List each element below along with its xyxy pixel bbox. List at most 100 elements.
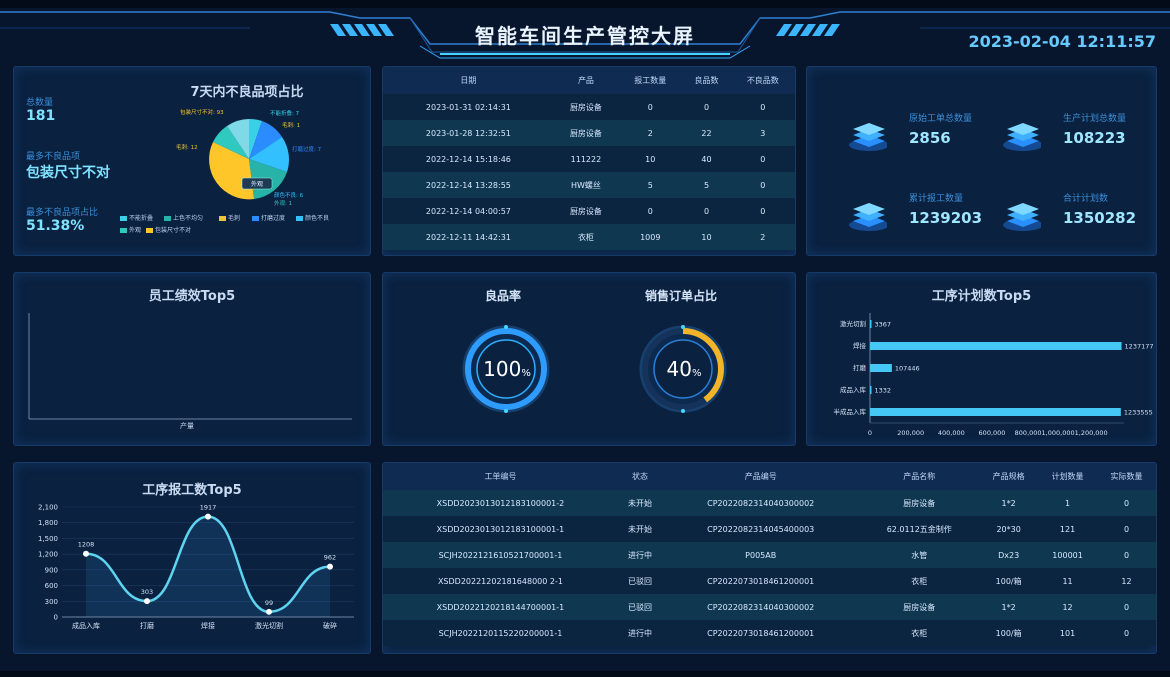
- legend-swatch: [120, 228, 127, 233]
- bar[interactable]: [870, 320, 872, 328]
- table-cell: 2022-12-14 04:00:57: [383, 198, 554, 224]
- x-tick-label: 成品入库: [72, 621, 100, 630]
- y-tick-label: 2,100: [38, 504, 58, 512]
- table-cell: CP2022082314045400003: [662, 516, 860, 542]
- table-header-cell: 良品数: [682, 67, 731, 94]
- table-cell: XSDD2023013012183100001-1: [383, 516, 618, 542]
- table-cell: XSDD2022120218144700001-1: [383, 594, 618, 620]
- top-strip: [0, 0, 1170, 8]
- kpi-value: 108223: [1063, 129, 1126, 147]
- table-row[interactable]: 2022-12-14 15:18:46 111222 10 40 0: [383, 146, 795, 172]
- bar[interactable]: [870, 386, 872, 394]
- table-row[interactable]: XSDD2022120218144700001-1 已驳回 CP2022082314…: [383, 594, 1156, 620]
- sales-gauge-arc: [642, 328, 724, 410]
- table-row[interactable]: 2023-01-31 02:14:31 厨房设备 0 0 0: [383, 94, 795, 120]
- y-tick-label: 0: [54, 614, 58, 622]
- sales-number: 40: [666, 357, 692, 381]
- table-row[interactable]: SCJH2022121610521700001-1 进行中 P005AB 水管 Dx23…: [383, 542, 1156, 568]
- legend-item[interactable]: 毛刺: [219, 213, 240, 222]
- work-orders-panel: 工单编号 状态 产品编号 产品名称 产品规格 计划数量 实际数量 XSDD202301301…: [382, 462, 1157, 654]
- table-header-cell: 计划数量: [1038, 463, 1098, 490]
- pie-tooltip: [241, 177, 273, 190]
- pie-label: 打磨过度: 7: [292, 145, 322, 153]
- legend-label: 包装尺寸不对: [155, 227, 192, 234]
- x-tick-label: 800,0001,000,0001,200,000: [1015, 429, 1108, 437]
- x-tick-label: 600,000: [979, 429, 1006, 437]
- data-point[interactable]: [266, 608, 272, 615]
- x-tick-label: 破碎: [323, 621, 337, 630]
- process-report-chart: 0 300 600 900 1,200 1,500 1,800 2,100 1208 成品入库 30…: [38, 504, 354, 630]
- data-point[interactable]: [83, 550, 89, 557]
- yield-unit: %: [521, 368, 531, 379]
- pie-label: 不能折叠: 7: [270, 109, 300, 117]
- legend-item[interactable]: 包装尺寸不对: [146, 225, 191, 234]
- data-point[interactable]: [144, 598, 150, 605]
- data-point[interactable]: [327, 563, 333, 570]
- employee-xlabel: 产量: [180, 422, 194, 430]
- pie-slice: [249, 137, 289, 172]
- legend-item[interactable]: 不能折叠: [120, 213, 153, 222]
- x-tick-label: 激光切割: [255, 621, 283, 630]
- data-label: 962: [324, 554, 336, 562]
- y-tick-label: 600: [45, 582, 58, 590]
- y-tick-label: 900: [45, 566, 58, 574]
- layers-icon: [1003, 123, 1041, 151]
- legend-item[interactable]: 打磨过度: [252, 213, 285, 222]
- table-cell: 厨房设备: [553, 94, 619, 120]
- legend-item[interactable]: 外观: [120, 225, 141, 234]
- ratio-label: 最多不良品项占比: [26, 208, 99, 218]
- table-cell: 101: [1038, 620, 1098, 646]
- gauges-panel: 良品率 销售订单占比 100% 40%: [382, 272, 796, 446]
- bottom-strip: [0, 671, 1170, 677]
- table-header-cell: 状态: [617, 463, 663, 490]
- table-header-cell: 日期: [383, 67, 554, 94]
- table-row[interactable]: XSDD20221202181648000 2-1 已驳回 CP2022073018…: [383, 568, 1156, 594]
- table-cell: SCJH2022121610521700001-1: [383, 542, 618, 568]
- data-label: 1917: [200, 504, 217, 512]
- y-tick-label: 打磨: [853, 363, 867, 372]
- table-cell: 100/箱: [979, 620, 1039, 646]
- legend-item[interactable]: 颜色不良: [296, 213, 329, 222]
- table-cell: 0: [682, 198, 731, 224]
- bar[interactable]: [870, 364, 892, 372]
- table-cell: 0: [1097, 542, 1156, 568]
- legend-item[interactable]: 上色不均匀: [164, 213, 203, 222]
- table-cell: 0: [1097, 594, 1156, 620]
- table-row[interactable]: 2023-01-28 12:32:51 厨房设备 2 22 3: [383, 120, 795, 146]
- table-cell: 40: [682, 146, 731, 172]
- table-row[interactable]: 2022-12-11 14:42:31 衣柜 1009 10 2: [383, 224, 795, 250]
- table-cell: 3: [730, 120, 795, 146]
- y-tick-label: 半成品入库: [834, 407, 867, 416]
- legend-label: 不能折叠: [129, 215, 154, 222]
- table-cell: Dx23: [979, 542, 1039, 568]
- pie-label: 包装尺寸不对: 93: [180, 108, 224, 116]
- table-row[interactable]: 2022-12-14 04:00:57 厨房设备 0 0 0: [383, 198, 795, 224]
- gauges-svg: [462, 325, 727, 413]
- table-row[interactable]: 2022-12-14 13:28:55 HW螺丝 5 5 0: [383, 172, 795, 198]
- layers-icon: [1003, 203, 1041, 231]
- data-label: 99: [265, 599, 273, 607]
- defect-panel: 7天内不良品项占比 总数量 181 最多不良品项 包装尺寸不对 最多不良品项占比…: [13, 66, 371, 256]
- bar[interactable]: [870, 342, 1122, 350]
- table-row[interactable]: XSDD2023013012183100001-1 未开始 CP2022082314…: [383, 516, 1156, 542]
- data-point[interactable]: [205, 513, 211, 520]
- yield-title: 良品率: [485, 289, 522, 303]
- table-cell: 1: [1038, 490, 1098, 516]
- yield-number: 100: [483, 357, 522, 381]
- total-label: 总数量: [26, 98, 54, 108]
- y-tick-label: 焊接: [853, 341, 867, 350]
- bar-value-label: 107446: [895, 365, 920, 373]
- pie-slice: [249, 118, 262, 159]
- table-header-cell: 报工数量: [618, 67, 683, 94]
- table-cell: CP2022073018461200001: [662, 568, 860, 594]
- table-cell: 2023-01-28 12:32:51: [383, 120, 554, 146]
- kpi-value: 1350282: [1063, 209, 1137, 227]
- table-cell: 121: [1038, 516, 1098, 542]
- bar[interactable]: [870, 408, 1121, 416]
- pie-tooltip-text: 外观: [251, 180, 263, 188]
- table-row[interactable]: XSDD2023013012183100001-2 未开始 CP2022082314…: [383, 490, 1156, 516]
- table-header-cell: 产品规格: [979, 463, 1039, 490]
- table-row[interactable]: SCJH2022120115220200001-1 进行中 CP2022073018…: [383, 620, 1156, 646]
- legend-label: 外观: [129, 227, 142, 234]
- table-cell: 0: [730, 198, 795, 224]
